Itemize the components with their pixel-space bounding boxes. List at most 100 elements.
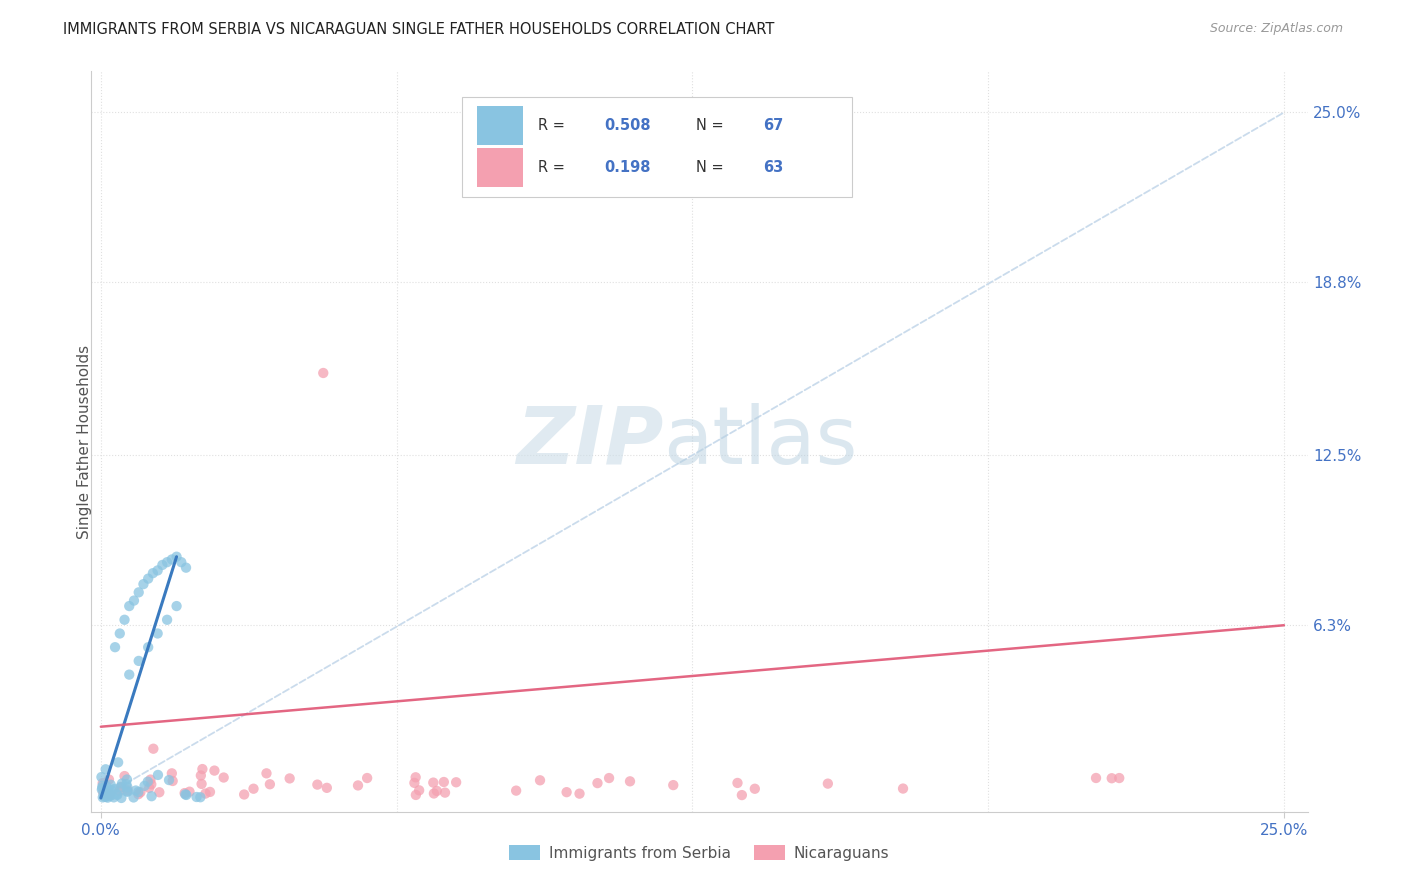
Point [105,788,128,802]
Point [505,783,527,797]
Point [307,778,329,792]
Point [90,782,112,797]
Point [278,772,301,786]
Point [108,784,131,798]
Point [129,785,152,799]
Point [1101,771,1123,785]
Point [186,789,208,804]
Point [108,626,131,640]
Point [91,790,114,805]
Point [105,788,128,802]
Point [97,772,120,787]
Point [422,775,444,789]
Text: 0.508: 0.508 [605,118,651,133]
Point [94,789,117,804]
Point [188,790,211,805]
Text: 0.198: 0.198 [605,160,651,175]
Point [179,785,201,799]
Point [103,782,125,797]
Point [128,585,150,599]
Point [190,768,212,782]
Point [117,780,139,795]
Text: 63: 63 [762,160,783,175]
Point [444,775,467,789]
Point [122,593,145,607]
Point [136,774,159,789]
Point [408,783,430,797]
Point [96,788,118,802]
Point [405,788,427,802]
Text: 67: 67 [762,118,783,133]
Point [114,769,136,783]
Point [731,788,754,802]
Point [115,777,138,791]
Point [156,555,179,569]
FancyBboxPatch shape [477,106,523,145]
Point [146,626,169,640]
Point [111,776,134,790]
Point [110,780,132,794]
Point [98,788,121,802]
Legend: Immigrants from Serbia, Nicaraguans: Immigrants from Serbia, Nicaraguans [503,839,896,867]
Text: R =: R = [537,118,569,133]
FancyBboxPatch shape [477,148,523,186]
Point [404,776,426,790]
Point [110,791,132,805]
Point [198,785,221,799]
Point [128,654,150,668]
Point [100,789,122,803]
Point [233,788,256,802]
Text: Source: ZipAtlas.com: Source: ZipAtlas.com [1209,22,1343,36]
Point [139,772,162,787]
Point [127,785,149,799]
Point [156,613,179,627]
Point [94,789,117,804]
Point [96,789,118,804]
Point [891,781,914,796]
Point [146,563,169,577]
Point [100,778,122,792]
Point [122,790,145,805]
Point [423,787,446,801]
Point [160,766,183,780]
Point [93,788,115,802]
Point [157,773,180,788]
Point [173,786,195,800]
Point [194,787,217,801]
Point [118,599,141,613]
Point [141,777,163,791]
Point [347,779,370,793]
Point [176,788,198,802]
Point [662,778,685,792]
Point [598,771,620,785]
Point [118,667,141,681]
Point [242,781,264,796]
Point [127,787,149,801]
Point [136,572,159,586]
Point [1085,771,1108,785]
Point [256,766,278,780]
Point [619,774,641,789]
Text: IMMIGRANTS FROM SERBIA VS NICARAGUAN SINGLE FATHER HOUSEHOLDS CORRELATION CHART: IMMIGRANTS FROM SERBIA VS NICARAGUAN SIN… [63,22,775,37]
Point [191,762,214,776]
Point [90,770,112,784]
Point [356,771,378,785]
Point [586,776,609,790]
Text: N =: N = [696,118,728,133]
Point [817,777,839,791]
Point [727,776,749,790]
Point [315,780,337,795]
Point [259,777,281,791]
Point [148,785,170,799]
Point [405,770,427,784]
Point [138,780,160,795]
FancyBboxPatch shape [463,97,852,197]
Point [160,552,183,566]
Point [166,549,188,564]
Point [426,784,449,798]
Point [115,784,138,798]
Point [174,788,197,802]
Point [150,558,173,572]
Point [125,783,148,797]
Point [98,786,121,800]
